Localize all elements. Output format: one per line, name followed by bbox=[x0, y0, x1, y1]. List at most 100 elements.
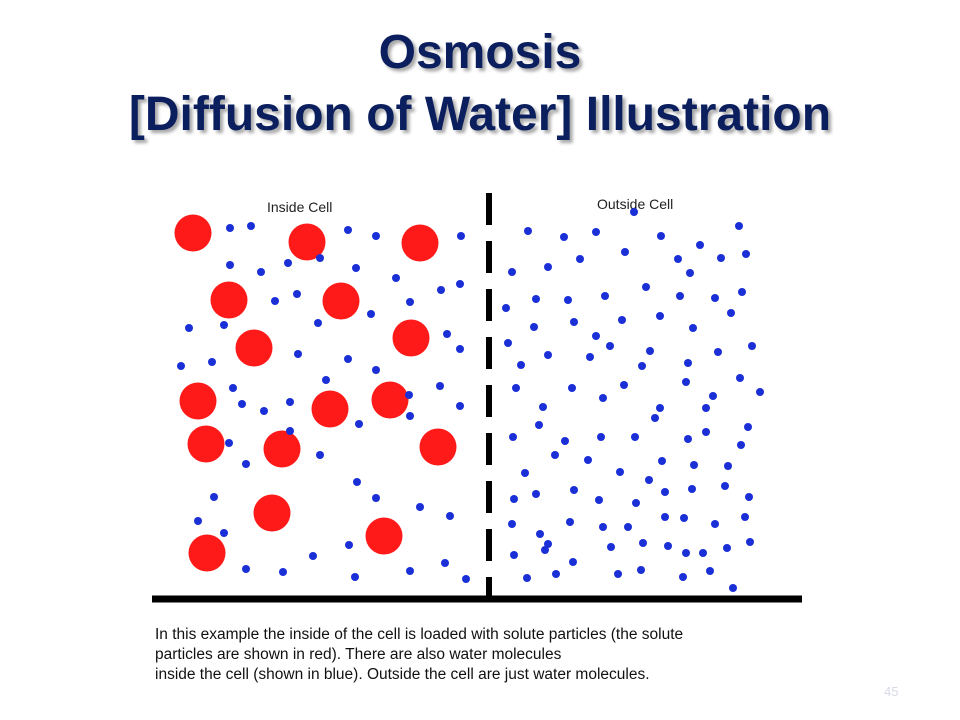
slide-number: 45 bbox=[884, 684, 899, 699]
water-molecule-inside bbox=[260, 407, 268, 415]
water-molecule-outside bbox=[679, 573, 687, 581]
water-molecule-outside bbox=[684, 359, 692, 367]
water-molecule-inside bbox=[446, 512, 454, 520]
water-molecule-inside bbox=[353, 478, 361, 486]
water-molecule-outside bbox=[702, 404, 710, 412]
water-molecule-outside bbox=[711, 520, 719, 528]
inside-cell-label: Inside Cell bbox=[267, 199, 332, 215]
water-molecule-outside bbox=[508, 520, 516, 528]
water-molecule-outside bbox=[745, 493, 753, 501]
water-molecule-inside bbox=[271, 297, 279, 305]
solute-particle bbox=[210, 281, 248, 319]
caption-line-1: In this example the inside of the cell i… bbox=[155, 626, 684, 643]
water-molecule-outside bbox=[676, 292, 684, 300]
water-molecule-outside bbox=[656, 312, 664, 320]
water-molecule-inside bbox=[352, 264, 360, 272]
water-molecule-inside bbox=[406, 412, 414, 420]
water-molecule-outside bbox=[632, 499, 640, 507]
water-molecule-outside bbox=[551, 451, 559, 459]
water-molecule-inside bbox=[406, 298, 414, 306]
solute-particle bbox=[401, 224, 439, 262]
water-molecule-outside bbox=[721, 482, 729, 490]
water-molecule-outside bbox=[686, 269, 694, 277]
solute-particle bbox=[188, 534, 226, 572]
solute-particle bbox=[311, 390, 349, 428]
water-molecule-inside bbox=[238, 400, 246, 408]
water-molecule-outside bbox=[532, 295, 540, 303]
water-molecule-outside bbox=[524, 227, 532, 235]
water-molecule-outside bbox=[599, 523, 607, 531]
water-molecule-outside bbox=[661, 513, 669, 521]
water-molecule-outside bbox=[539, 403, 547, 411]
water-molecule-outside bbox=[576, 255, 584, 263]
water-molecule-outside bbox=[599, 394, 607, 402]
water-molecule-outside bbox=[706, 567, 714, 575]
water-molecule-outside bbox=[535, 421, 543, 429]
water-molecule-outside bbox=[510, 495, 518, 503]
water-molecule-outside bbox=[674, 255, 682, 263]
water-molecule-outside bbox=[729, 584, 737, 592]
solute-particle bbox=[174, 214, 212, 252]
water-molecule-outside bbox=[586, 353, 594, 361]
water-molecule-outside bbox=[717, 254, 725, 262]
water-molecule-outside bbox=[646, 347, 654, 355]
water-molecule-outside bbox=[616, 468, 624, 476]
water-molecule-outside bbox=[584, 456, 592, 464]
water-molecule-inside bbox=[416, 503, 424, 511]
water-molecule-outside bbox=[620, 381, 628, 389]
water-molecule-inside bbox=[314, 319, 322, 327]
water-molecule-outside bbox=[682, 549, 690, 557]
water-molecule-inside bbox=[441, 559, 449, 567]
water-molecule-inside bbox=[456, 402, 464, 410]
water-molecule-outside bbox=[742, 250, 750, 258]
water-molecule-outside bbox=[639, 539, 647, 547]
water-molecule-inside bbox=[242, 565, 250, 573]
water-molecule-inside bbox=[286, 398, 294, 406]
water-molecule-outside bbox=[738, 288, 746, 296]
water-molecule-outside bbox=[517, 361, 525, 369]
water-molecule-inside bbox=[344, 226, 352, 234]
water-molecule-inside bbox=[351, 573, 359, 581]
water-molecule-outside bbox=[544, 351, 552, 359]
solute-particle bbox=[365, 517, 403, 555]
water-molecule-inside bbox=[225, 439, 233, 447]
water-molecule-inside bbox=[229, 384, 237, 392]
solute-particle bbox=[288, 223, 326, 261]
water-molecule-outside bbox=[614, 570, 622, 578]
water-molecule-outside bbox=[544, 263, 552, 271]
solute-particle bbox=[187, 425, 225, 463]
water-molecule-outside bbox=[637, 566, 645, 574]
water-molecule-outside bbox=[601, 292, 609, 300]
water-molecule-outside bbox=[544, 540, 552, 548]
water-molecule-outside bbox=[684, 435, 692, 443]
water-molecule-inside bbox=[372, 366, 380, 374]
water-molecule-inside bbox=[344, 355, 352, 363]
solute-particle bbox=[235, 329, 273, 367]
water-molecule-inside bbox=[242, 460, 250, 468]
water-molecule-inside bbox=[294, 350, 302, 358]
water-molecule-outside bbox=[709, 392, 717, 400]
water-molecule-outside bbox=[744, 423, 752, 431]
solute-particle bbox=[419, 428, 457, 466]
water-molecule-outside bbox=[727, 309, 735, 317]
water-molecule-outside bbox=[561, 437, 569, 445]
water-molecule-inside bbox=[436, 382, 444, 390]
caption-line-3: inside the cell (shown in blue). Outside… bbox=[155, 666, 650, 683]
water-molecule-outside bbox=[568, 384, 576, 392]
water-molecule-outside bbox=[680, 514, 688, 522]
water-molecule-outside bbox=[621, 248, 629, 256]
water-molecule-outside bbox=[696, 241, 704, 249]
water-molecule-outside bbox=[566, 518, 574, 526]
water-molecule-outside bbox=[699, 549, 707, 557]
water-molecule-outside bbox=[651, 414, 659, 422]
water-molecule-outside bbox=[595, 496, 603, 504]
water-molecule-outside bbox=[711, 294, 719, 302]
water-molecule-inside bbox=[355, 420, 363, 428]
water-molecule-outside bbox=[570, 318, 578, 326]
water-molecule-inside bbox=[437, 286, 445, 294]
water-molecule-outside bbox=[631, 433, 639, 441]
water-molecule-inside bbox=[322, 376, 330, 384]
solute-particle bbox=[179, 382, 217, 420]
outside-cell-label: Outside Cell bbox=[597, 196, 673, 212]
